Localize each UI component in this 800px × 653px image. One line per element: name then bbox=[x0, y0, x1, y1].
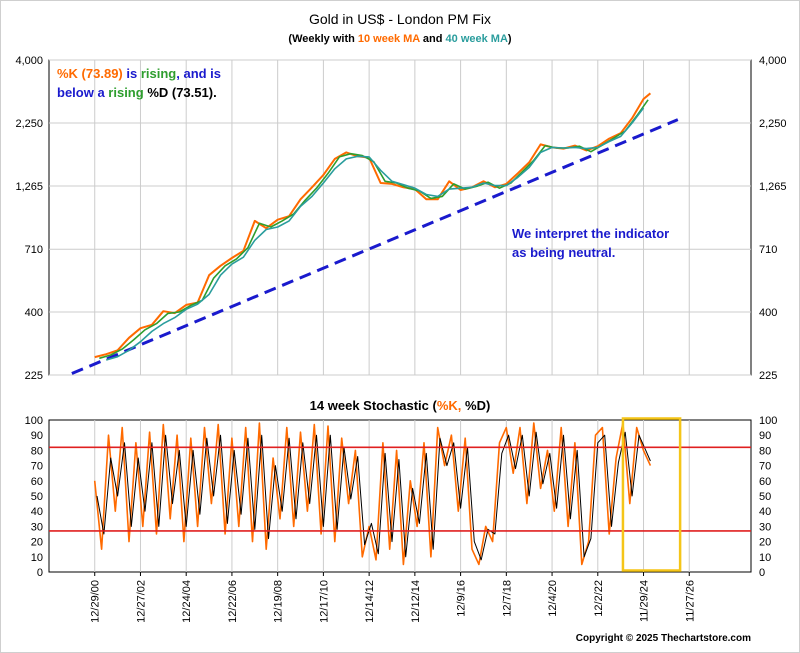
price-y-tick-label: 710 bbox=[759, 244, 777, 256]
stochastic-y-tick-label: 100 bbox=[25, 415, 43, 427]
price-y-tick-label: 1,265 bbox=[759, 181, 787, 193]
stochastic-y-tick-label: 90 bbox=[31, 430, 43, 442]
annot-and-is: , and is bbox=[176, 66, 221, 81]
stochastic-y-tick-label: 90 bbox=[759, 430, 771, 442]
annotation-interpretation-line2: as being neutral. bbox=[512, 245, 615, 260]
x-tick-label: 11/29/24 bbox=[639, 580, 651, 622]
price-y-tick-label: 2,250 bbox=[15, 118, 43, 130]
stochastic-overlays bbox=[49, 417, 751, 572]
x-tick-label: 12/24/04 bbox=[181, 580, 193, 623]
price-y-axis-left: 4,000 2,250 1,265 710 400 225 bbox=[15, 55, 43, 382]
subtitle-ma1: 10 week MA bbox=[358, 33, 420, 45]
stochastic-y-tick-label: 40 bbox=[759, 506, 771, 518]
price-y-tick-label: 225 bbox=[25, 370, 43, 382]
stochastic-y-tick-label: 50 bbox=[759, 491, 771, 503]
x-tick-label: 12/22/06 bbox=[227, 580, 239, 623]
stochastic-y-tick-label: 60 bbox=[31, 476, 43, 488]
price-chart-subtitle: (Weekly with 10 week MA and 40 week MA) bbox=[288, 33, 512, 45]
ma-40-week-line bbox=[105, 107, 645, 361]
x-tick-label: 12/27/02 bbox=[135, 580, 147, 623]
stochastic-y-tick-label: 30 bbox=[759, 521, 771, 533]
price-y-tick-label: 2,250 bbox=[759, 118, 787, 130]
price-y-tick-label: 4,000 bbox=[15, 55, 43, 67]
x-tick-label: 12/29/00 bbox=[90, 580, 102, 623]
price-y-tick-label: 400 bbox=[759, 307, 777, 319]
stochastic-y-tick-label: 70 bbox=[31, 461, 43, 473]
annotation-stochastic-line2: below a rising %D (73.51). bbox=[57, 85, 217, 100]
stochastic-y-tick-label: 50 bbox=[31, 491, 43, 503]
x-tick-label: 12/9/16 bbox=[456, 580, 468, 617]
stochastic-y-tick-label: 100 bbox=[759, 415, 777, 427]
x-tick-label: 12/2/22 bbox=[593, 580, 605, 617]
annot-k-value: %K (73.89) bbox=[57, 66, 123, 81]
annotation-interpretation-line1: We interpret the indicator bbox=[512, 226, 669, 241]
x-tick-label: 11/27/26 bbox=[684, 580, 696, 622]
copyright-text: Copyright © 2025 Thechartstore.com bbox=[576, 633, 751, 644]
price-y-tick-label: 4,000 bbox=[759, 55, 787, 67]
stoch-title-prefix: 14 week Stochastic ( bbox=[310, 398, 438, 413]
stochastic-y-tick-label: 20 bbox=[759, 537, 771, 549]
trend-line bbox=[71, 118, 679, 375]
stochastic-y-tick-label: 80 bbox=[31, 445, 43, 457]
stochastic-d-line bbox=[96, 431, 651, 561]
price-plot-area bbox=[48, 59, 752, 376]
stoch-title-d: %D bbox=[461, 398, 486, 413]
recent-period-highlight-box bbox=[621, 417, 682, 572]
stochastic-series bbox=[93, 422, 652, 566]
stochastic-y-tick-label: 80 bbox=[759, 445, 771, 457]
annot-below-a: below a bbox=[57, 85, 108, 100]
x-tick-label: 12/14/12 bbox=[364, 580, 376, 623]
x-tick-label: 12/12/14 bbox=[410, 580, 422, 623]
price-series bbox=[71, 92, 679, 375]
stochastic-y-tick-label: 10 bbox=[31, 552, 43, 564]
x-tick-label: 12/19/08 bbox=[273, 580, 285, 623]
annot-is: is bbox=[123, 66, 141, 81]
annot-rising-2: rising bbox=[108, 85, 143, 100]
subtitle-mid: and bbox=[420, 33, 446, 45]
annot-rising-1: rising bbox=[141, 66, 176, 81]
price-gridlines bbox=[49, 59, 751, 376]
annotation-stochastic-line1: %K (73.89) is rising, and is bbox=[57, 66, 221, 81]
price-y-tick-label: 1,265 bbox=[15, 181, 43, 193]
subtitle-prefix: (Weekly with bbox=[288, 33, 357, 45]
stochastic-y-tick-label: 30 bbox=[31, 521, 43, 533]
date-x-axis: 12/29/00 12/27/02 12/24/04 12/22/06 12/19/08… bbox=[90, 572, 696, 623]
price-chart-title: Gold in US$ - London PM Fix bbox=[309, 11, 491, 27]
annot-d-value: %D (73.51). bbox=[144, 85, 217, 100]
stochastic-y-tick-label: 0 bbox=[37, 567, 43, 579]
stoch-title-suffix: ) bbox=[486, 398, 490, 413]
price-y-axis-right: 4,000 2,250 1,265 710 400 225 bbox=[759, 55, 787, 382]
stochastic-y-tick-label: 10 bbox=[759, 552, 771, 564]
stochastic-title: 14 week Stochastic (%K, %D) bbox=[310, 398, 491, 413]
stochastic-y-tick-label: 20 bbox=[31, 537, 43, 549]
stochastic-k-line bbox=[93, 422, 652, 566]
stoch-title-k: %K, bbox=[437, 398, 462, 413]
price-y-tick-label: 710 bbox=[25, 244, 43, 256]
stochastic-y-tick-label: 60 bbox=[759, 476, 771, 488]
x-tick-label: 12/17/10 bbox=[318, 580, 330, 623]
x-tick-label: 12/4/20 bbox=[547, 580, 559, 617]
stochastic-y-tick-label: 70 bbox=[759, 461, 771, 473]
subtitle-ma2: 40 week MA bbox=[446, 33, 508, 45]
subtitle-suffix: ) bbox=[508, 33, 512, 45]
price-y-tick-label: 400 bbox=[25, 307, 43, 319]
x-tick-label: 12/7/18 bbox=[501, 580, 513, 617]
stochastic-y-tick-label: 40 bbox=[31, 506, 43, 518]
stochastic-y-tick-label: 0 bbox=[759, 567, 765, 579]
price-y-tick-label: 225 bbox=[759, 370, 777, 382]
